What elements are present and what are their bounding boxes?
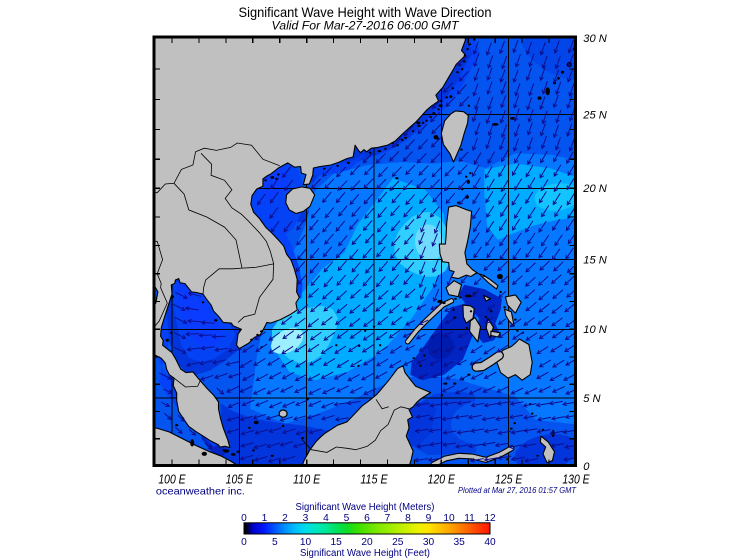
svg-text:15: 15 [331,537,343,548]
svg-text:5: 5 [344,513,350,524]
svg-text:Plotted at Mar 27, 2016 01:57: Plotted at Mar 27, 2016 01:57 GMT [458,486,577,495]
svg-text:15 N: 15 N [583,255,607,267]
svg-text:130 E: 130 E [562,472,589,487]
svg-text:125 E: 125 E [495,472,522,487]
svg-text:1: 1 [262,513,268,524]
svg-text:Significant Wave Height (Feet): Significant Wave Height (Feet) [300,548,430,559]
svg-text:0: 0 [583,461,589,473]
svg-text:10: 10 [443,513,455,524]
svg-text:30 N: 30 N [583,33,607,45]
svg-text:4: 4 [323,513,329,524]
svg-text:120 E: 120 E [428,472,455,487]
svg-text:11: 11 [464,513,475,524]
svg-text:12: 12 [484,513,496,524]
svg-text:5 N: 5 N [583,393,600,405]
svg-text:5: 5 [272,537,278,548]
svg-text:0: 0 [241,513,247,524]
svg-text:100 E: 100 E [158,472,185,487]
svg-text:20: 20 [361,537,373,548]
svg-text:35: 35 [454,537,466,548]
svg-text:105 E: 105 E [226,472,253,487]
svg-text:9: 9 [426,513,432,524]
svg-text:Valid For Mar-27-2016 06:00 GM: Valid For Mar-27-2016 06:00 GMT [272,19,460,33]
svg-text:10: 10 [300,537,312,548]
svg-text:115 E: 115 E [360,472,387,487]
svg-text:2: 2 [282,513,288,524]
svg-text:8: 8 [405,513,411,524]
svg-text:0: 0 [241,537,247,548]
svg-text:Significant Wave Height (Meter: Significant Wave Height (Meters) [296,502,435,513]
svg-text:7: 7 [385,513,391,524]
svg-text:30: 30 [423,537,435,548]
svg-text:3: 3 [303,513,309,524]
svg-text:10 N: 10 N [583,324,607,336]
svg-text:40: 40 [484,537,496,548]
svg-text:Significant Wave Height with W: Significant Wave Height with Wave Direct… [239,5,492,20]
svg-text:6: 6 [364,513,370,524]
svg-text:110 E: 110 E [293,472,320,487]
svg-text:20 N: 20 N [582,183,607,195]
svg-text:25: 25 [392,537,404,548]
svg-text:25 N: 25 N [582,110,607,122]
svg-text:oceanweather inc.: oceanweather inc. [156,487,245,498]
